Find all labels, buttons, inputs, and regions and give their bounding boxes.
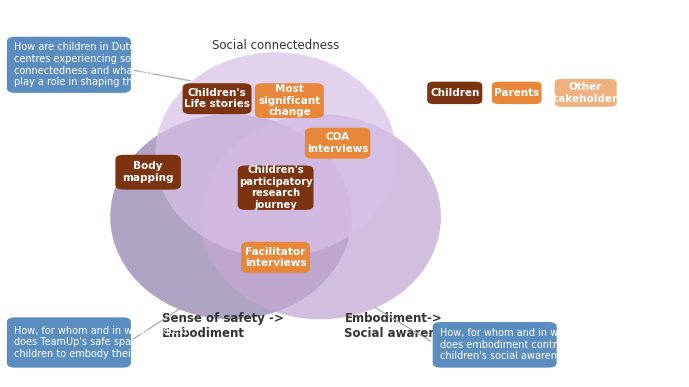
FancyBboxPatch shape (492, 82, 542, 104)
Text: Children: Children (430, 88, 480, 98)
FancyBboxPatch shape (305, 128, 371, 159)
Text: COA
interviews: COA interviews (307, 132, 369, 154)
Text: Most
significant
change: Most significant change (258, 84, 320, 117)
FancyBboxPatch shape (238, 166, 313, 210)
Text: Children's
participatory
research
journey: Children's participatory research journe… (239, 165, 312, 210)
FancyBboxPatch shape (241, 242, 310, 273)
Text: Embodiment->
Social awareness: Embodiment-> Social awareness (344, 312, 460, 339)
Ellipse shape (155, 52, 396, 257)
Text: Other
stakeholders: Other stakeholders (548, 82, 624, 104)
Text: Children's
Life stories: Children's Life stories (184, 88, 250, 110)
FancyBboxPatch shape (255, 83, 324, 118)
Text: Parents: Parents (494, 88, 539, 98)
FancyBboxPatch shape (7, 317, 131, 368)
Text: Body
mapping: Body mapping (123, 161, 174, 183)
Text: How are children in Dutch asylum
centres experiencing social
connectedness and w: How are children in Dutch asylum centres… (14, 43, 179, 87)
FancyBboxPatch shape (433, 322, 557, 368)
Text: Sense of safety ->
Embodiment: Sense of safety -> Embodiment (162, 312, 284, 339)
Text: How, for whom and in what context
does embodiment contribute to
children's socia: How, for whom and in what context does e… (440, 328, 614, 361)
FancyBboxPatch shape (115, 155, 181, 190)
FancyBboxPatch shape (7, 37, 131, 93)
FancyBboxPatch shape (183, 83, 251, 114)
FancyBboxPatch shape (555, 79, 617, 107)
Text: How, for whom and in what context
does TeamUp's safe space allow
children to emb: How, for whom and in what context does T… (14, 326, 188, 359)
Text: Social connectedness: Social connectedness (212, 39, 339, 52)
FancyBboxPatch shape (427, 82, 482, 104)
Ellipse shape (110, 114, 351, 319)
Text: Facilitator
interviews: Facilitator interviews (245, 247, 307, 268)
Ellipse shape (200, 114, 441, 319)
